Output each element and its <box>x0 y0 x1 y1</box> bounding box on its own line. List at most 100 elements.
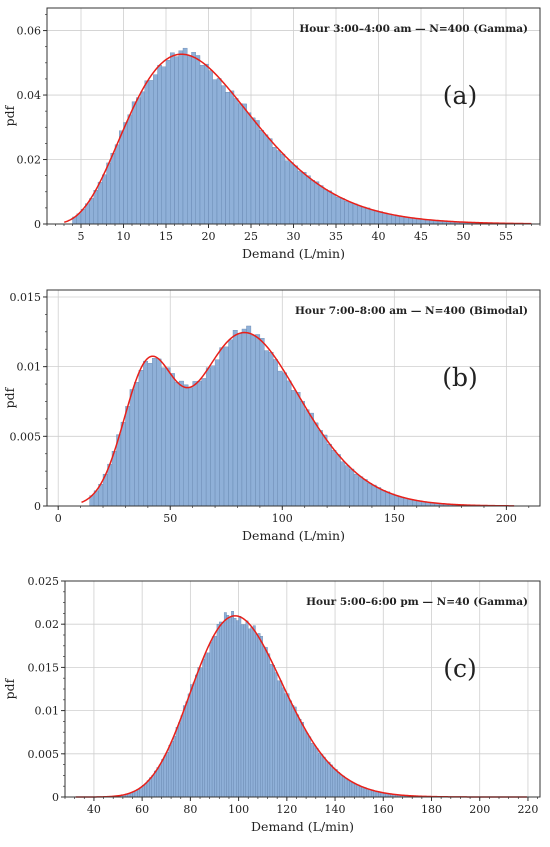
histogram-bar <box>322 434 328 507</box>
histogram-bar <box>232 330 238 507</box>
histogram-bar <box>340 198 345 225</box>
histogram-bar <box>264 647 268 798</box>
x-tick-label: 180 <box>421 803 442 816</box>
histogram-bar <box>327 190 332 225</box>
histogram-bar <box>144 783 148 798</box>
y-tick-label: 0.015 <box>28 661 60 674</box>
x-tick-label: 100 <box>272 512 293 525</box>
histogram-bar <box>291 390 296 507</box>
histogram-bar <box>313 745 316 798</box>
histogram-bar <box>211 636 215 798</box>
histogram-bar <box>279 680 283 798</box>
histogram-bar <box>168 745 172 798</box>
panel-label: (c) <box>443 654 477 683</box>
histogram-bar <box>120 421 126 507</box>
y-axis-label: pdf <box>2 104 17 126</box>
x-tick-label: 55 <box>499 230 513 243</box>
histogram-bar <box>240 624 244 798</box>
histogram-bar <box>102 174 107 225</box>
chart-annotation: Hour 5:00–6:00 pm — N=40 (Gamma) <box>306 596 528 608</box>
histogram-bar <box>226 615 230 798</box>
x-axis-label: Demand (L/min) <box>251 819 354 834</box>
chart-panel-b: 0 50 100 150 200 0 0.005 0.01 0.015 Demand (L/min… <box>2 289 541 543</box>
histogram-bar <box>214 359 220 507</box>
y-tick-label: 0.005 <box>10 430 42 443</box>
histogram-bar <box>209 641 213 798</box>
x-tick-label: 120 <box>276 803 297 816</box>
fit-line <box>81 331 515 507</box>
histogram-bar <box>183 384 189 507</box>
x-tick-label: 200 <box>496 512 517 525</box>
x-tick-label: 40 <box>87 803 101 816</box>
histogram-bar <box>202 658 206 798</box>
histogram-bar <box>331 449 337 507</box>
histogram-bar <box>380 490 386 507</box>
histogram-bar <box>228 617 232 798</box>
x-tick-label: 60 <box>135 803 149 816</box>
histogram-bar <box>334 769 338 798</box>
chart-annotation: Hour 3:00–4:00 am — N=400 (Gamma) <box>299 23 528 35</box>
histogram-bar <box>210 365 216 507</box>
histogram-bar <box>228 339 234 507</box>
histogram-bar <box>259 338 265 507</box>
histogram-bar <box>269 664 273 798</box>
histogram-bar <box>250 334 256 507</box>
histogram-bar <box>291 705 295 798</box>
histogram-bar <box>382 212 388 225</box>
histogram-bar <box>175 727 179 798</box>
histogram-bar <box>317 430 323 507</box>
histogram-bar <box>356 784 360 798</box>
histogram-bar <box>216 624 220 798</box>
histogram-bar <box>323 189 328 225</box>
histogram-bar <box>267 653 271 798</box>
histogram-bar <box>327 761 331 798</box>
histogram-bar <box>214 635 218 798</box>
histogram-bar <box>373 790 377 798</box>
histogram-bar <box>166 751 169 798</box>
histogram-bar <box>187 55 192 225</box>
y-tick-label: 0.02 <box>17 154 42 167</box>
histogram-bar <box>352 203 358 225</box>
histogram-bar <box>229 90 235 225</box>
histogram-bar <box>326 443 332 507</box>
x-tick-label: 140 <box>325 803 346 816</box>
histogram-bar <box>398 496 404 507</box>
histogram-bar <box>314 181 320 225</box>
histogram-bar <box>386 213 392 225</box>
histogram-bar <box>185 701 189 798</box>
histogram-bar <box>233 618 237 798</box>
histogram-bar <box>219 621 222 798</box>
histogram-bar <box>348 202 354 225</box>
histogram-bar <box>139 787 143 798</box>
histogram-bar <box>223 346 229 507</box>
histogram-bar <box>277 680 280 798</box>
histogram-bar <box>195 55 201 225</box>
histogram-bar <box>97 181 103 225</box>
histogram-bar <box>93 190 99 225</box>
y-tick-label: 0.025 <box>28 575 60 588</box>
y-tick-label: 0.005 <box>28 748 60 761</box>
histogram-bar <box>236 620 239 798</box>
histogram-bar <box>137 789 140 798</box>
histogram-bar <box>156 767 160 798</box>
histogram-bar <box>131 101 137 225</box>
histogram-bar <box>357 205 362 225</box>
histogram-bar <box>110 153 116 225</box>
histogram-bar <box>246 112 252 225</box>
histogram-bar <box>161 66 167 225</box>
plot-frame <box>46 289 541 507</box>
histogram-bar <box>366 788 369 798</box>
histogram-bar <box>106 162 111 225</box>
histogram-bar <box>182 47 188 225</box>
histogram-bar <box>297 170 303 225</box>
histogram-bar <box>272 665 275 798</box>
histogram-bar <box>306 175 311 225</box>
histogram-bar <box>233 98 239 225</box>
x-tick-label: 40 <box>372 230 386 243</box>
histogram-bar <box>182 705 186 798</box>
histogram-bar <box>344 465 350 507</box>
x-tick-label: 50 <box>457 230 471 243</box>
histogram-bar <box>140 91 145 225</box>
histogram-bar <box>286 380 292 507</box>
